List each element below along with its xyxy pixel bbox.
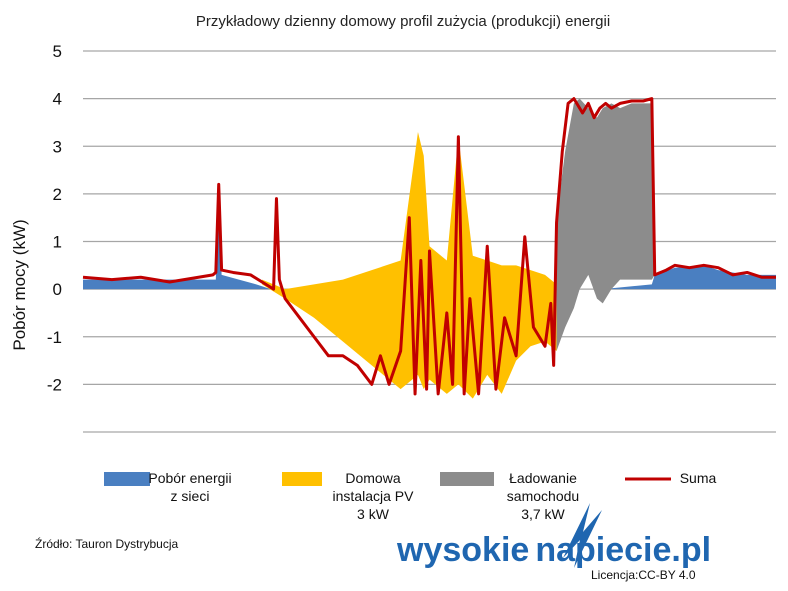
series-line-sum	[82, 97, 776, 396]
legend: Pobór energii z sieci Domowa instalacja PV 3…	[104, 470, 716, 522]
legend-label: z sieci	[171, 488, 210, 504]
legend-swatch	[282, 472, 322, 486]
y-tick-label: -1	[47, 328, 62, 347]
legend-item: Suma	[625, 470, 716, 486]
series-area-grid	[83, 189, 776, 290]
y-tick-label: 3	[53, 137, 62, 156]
legend-label: instalacja PV	[333, 488, 415, 504]
license-note: Licencja:CC-BY 4.0	[591, 568, 696, 582]
legend-item: Pobór energii z sieci	[104, 470, 232, 504]
chart-title: Przykładowy dzienny domowy profil zużyci…	[196, 13, 610, 30]
legend-label: Pobór energii	[148, 470, 231, 486]
legend-swatch	[104, 472, 150, 486]
legend-label: Suma	[680, 470, 717, 486]
y-tick-label: 0	[53, 280, 62, 299]
y-tick-label: 2	[53, 185, 62, 204]
lightning-bolt-icon	[563, 503, 602, 568]
series-area-car	[556, 98, 655, 352]
y-tick-label: 1	[53, 233, 62, 252]
legend-label: 3 kW	[357, 506, 390, 522]
source-note: Źródło: Tauron Dystrybucja	[35, 536, 179, 551]
series-layer	[82, 97, 776, 399]
legend-item: Ładowanie samochodu 3,7 kW	[440, 470, 579, 522]
logo-part-1: wysokie	[396, 531, 529, 569]
y-tick-label: -2	[47, 375, 62, 394]
site-logo[interactable]: wysokie napiecie.pl	[396, 503, 711, 569]
y-tick-label: 5	[53, 42, 62, 61]
logo-part-2: napiecie.pl	[535, 531, 711, 569]
legend-label: samochodu	[507, 488, 579, 504]
legend-label: Ładowanie	[509, 470, 577, 486]
series-area-pv	[262, 131, 557, 399]
legend-label: Domowa	[345, 470, 400, 486]
legend-label: 3,7 kW	[521, 506, 565, 522]
y-axis-label: Pobór mocy (kW)	[10, 219, 29, 350]
legend-item: Domowa instalacja PV 3 kW	[282, 470, 414, 522]
y-tick-label: 4	[53, 90, 62, 109]
legend-swatch	[440, 472, 494, 486]
y-axis-ticks: 5 4 3 2 1 0 -1 -2	[47, 42, 62, 394]
